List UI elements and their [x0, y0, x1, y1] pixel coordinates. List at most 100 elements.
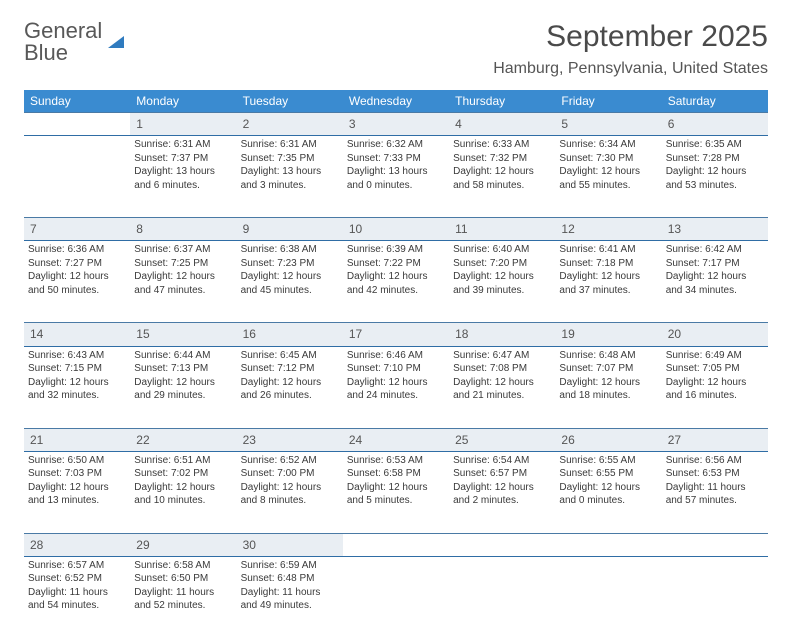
day-cell: Sunrise: 6:36 AMSunset: 7:27 PMDaylight:…: [24, 241, 130, 323]
calendar-head: SundayMondayTuesdayWednesdayThursdayFrid…: [24, 90, 768, 113]
day2-text: and 50 minutes.: [28, 284, 126, 298]
day-number: 18: [449, 323, 555, 346]
sunset-text: Sunset: 7:10 PM: [347, 362, 445, 376]
sunrise-text: Sunrise: 6:42 AM: [666, 243, 764, 257]
day-cell: Sunrise: 6:31 AMSunset: 7:37 PMDaylight:…: [130, 136, 236, 218]
sunset-text: Sunset: 7:22 PM: [347, 257, 445, 271]
week-row: Sunrise: 6:50 AMSunset: 7:03 PMDaylight:…: [24, 451, 768, 533]
sunset-text: Sunset: 7:05 PM: [666, 362, 764, 376]
sunset-text: Sunset: 7:07 PM: [559, 362, 657, 376]
day-cell: Sunrise: 6:34 AMSunset: 7:30 PMDaylight:…: [555, 136, 661, 218]
day-number: 27: [662, 428, 768, 451]
day-number: 10: [343, 218, 449, 241]
day1-text: Daylight: 12 hours: [347, 270, 445, 284]
sunrise-text: Sunrise: 6:37 AM: [134, 243, 232, 257]
day2-text: and 13 minutes.: [28, 494, 126, 508]
sunset-text: Sunset: 6:50 PM: [134, 572, 232, 586]
sunrise-text: Sunrise: 6:41 AM: [559, 243, 657, 257]
day2-text: and 32 minutes.: [28, 389, 126, 403]
day1-text: Daylight: 13 hours: [347, 165, 445, 179]
triangle-icon: [106, 32, 126, 52]
sunrise-text: Sunrise: 6:43 AM: [28, 349, 126, 363]
sunset-text: Sunset: 7:37 PM: [134, 152, 232, 166]
day-cell: Sunrise: 6:47 AMSunset: 7:08 PMDaylight:…: [449, 346, 555, 428]
sunset-text: Sunset: 6:48 PM: [241, 572, 339, 586]
day-number: 3: [343, 113, 449, 136]
day-number: 15: [130, 323, 236, 346]
day1-text: Daylight: 12 hours: [453, 376, 551, 390]
day-number: 7: [24, 218, 130, 241]
day1-text: Daylight: 12 hours: [559, 376, 657, 390]
day2-text: and 34 minutes.: [666, 284, 764, 298]
day2-text: and 5 minutes.: [347, 494, 445, 508]
day-number: 17: [343, 323, 449, 346]
day1-text: Daylight: 12 hours: [241, 481, 339, 495]
sunset-text: Sunset: 7:00 PM: [241, 467, 339, 481]
day1-text: Daylight: 12 hours: [453, 481, 551, 495]
day1-text: Daylight: 12 hours: [28, 481, 126, 495]
day1-text: Daylight: 12 hours: [28, 270, 126, 284]
day-cell: [662, 556, 768, 638]
day-cell: Sunrise: 6:58 AMSunset: 6:50 PMDaylight:…: [130, 556, 236, 638]
day-cell: Sunrise: 6:37 AMSunset: 7:25 PMDaylight:…: [130, 241, 236, 323]
sunset-text: Sunset: 7:20 PM: [453, 257, 551, 271]
day-cell: Sunrise: 6:51 AMSunset: 7:02 PMDaylight:…: [130, 451, 236, 533]
day-number: 20: [662, 323, 768, 346]
day1-text: Daylight: 11 hours: [241, 586, 339, 600]
day-number: 21: [24, 428, 130, 451]
month-title: September 2025: [493, 20, 768, 54]
sunset-text: Sunset: 7:25 PM: [134, 257, 232, 271]
day-number: 12: [555, 218, 661, 241]
sunset-text: Sunset: 7:15 PM: [28, 362, 126, 376]
day-cell: Sunrise: 6:41 AMSunset: 7:18 PMDaylight:…: [555, 241, 661, 323]
sunrise-text: Sunrise: 6:31 AM: [241, 138, 339, 152]
sunset-text: Sunset: 7:02 PM: [134, 467, 232, 481]
week-row: Sunrise: 6:31 AMSunset: 7:37 PMDaylight:…: [24, 136, 768, 218]
day-number: 1: [130, 113, 236, 136]
day1-text: Daylight: 13 hours: [134, 165, 232, 179]
day2-text: and 39 minutes.: [453, 284, 551, 298]
day2-text: and 0 minutes.: [559, 494, 657, 508]
logo: General Blue: [24, 20, 126, 64]
day1-text: Daylight: 12 hours: [134, 481, 232, 495]
day2-text: and 21 minutes.: [453, 389, 551, 403]
day2-text: and 0 minutes.: [347, 179, 445, 193]
day-number: 25: [449, 428, 555, 451]
day-header: Friday: [555, 90, 661, 113]
sunrise-text: Sunrise: 6:51 AM: [134, 454, 232, 468]
day1-text: Daylight: 12 hours: [666, 270, 764, 284]
sunrise-text: Sunrise: 6:36 AM: [28, 243, 126, 257]
day-cell: Sunrise: 6:50 AMSunset: 7:03 PMDaylight:…: [24, 451, 130, 533]
day-number: 30: [237, 533, 343, 556]
day2-text: and 58 minutes.: [453, 179, 551, 193]
sunrise-text: Sunrise: 6:50 AM: [28, 454, 126, 468]
day2-text: and 8 minutes.: [241, 494, 339, 508]
sunrise-text: Sunrise: 6:31 AM: [134, 138, 232, 152]
day1-text: Daylight: 12 hours: [559, 481, 657, 495]
day1-text: Daylight: 12 hours: [241, 270, 339, 284]
day2-text: and 26 minutes.: [241, 389, 339, 403]
day-number: 2: [237, 113, 343, 136]
sunset-text: Sunset: 7:27 PM: [28, 257, 126, 271]
day2-text: and 57 minutes.: [666, 494, 764, 508]
day-header: Thursday: [449, 90, 555, 113]
day1-text: Daylight: 12 hours: [666, 376, 764, 390]
header: General Blue September 2025 Hamburg, Pen…: [24, 20, 768, 78]
day-cell: Sunrise: 6:57 AMSunset: 6:52 PMDaylight:…: [24, 556, 130, 638]
sunrise-text: Sunrise: 6:53 AM: [347, 454, 445, 468]
sunset-text: Sunset: 7:23 PM: [241, 257, 339, 271]
sunrise-text: Sunrise: 6:44 AM: [134, 349, 232, 363]
day-number: 5: [555, 113, 661, 136]
day2-text: and 37 minutes.: [559, 284, 657, 298]
day1-text: Daylight: 12 hours: [134, 376, 232, 390]
day1-text: Daylight: 12 hours: [134, 270, 232, 284]
day2-text: and 45 minutes.: [241, 284, 339, 298]
day2-text: and 54 minutes.: [28, 599, 126, 613]
day-cell: Sunrise: 6:33 AMSunset: 7:32 PMDaylight:…: [449, 136, 555, 218]
sunset-text: Sunset: 7:12 PM: [241, 362, 339, 376]
sunrise-text: Sunrise: 6:59 AM: [241, 559, 339, 573]
day2-text: and 49 minutes.: [241, 599, 339, 613]
sunset-text: Sunset: 7:32 PM: [453, 152, 551, 166]
calendar-body: 123456Sunrise: 6:31 AMSunset: 7:37 PMDay…: [24, 113, 768, 638]
sunrise-text: Sunrise: 6:34 AM: [559, 138, 657, 152]
